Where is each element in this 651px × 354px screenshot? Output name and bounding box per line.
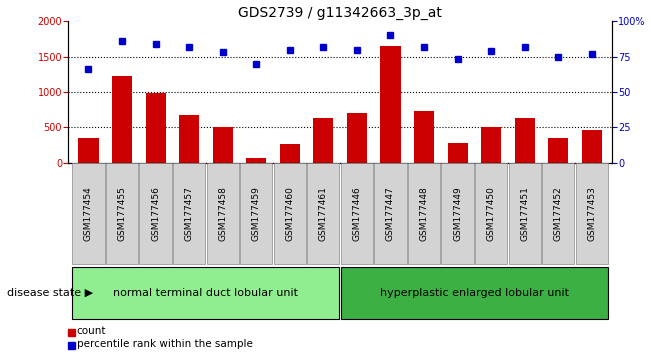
Bar [112,76,132,163]
Bar [146,93,165,163]
Text: hyperplastic enlarged lobular unit: hyperplastic enlarged lobular unit [380,288,569,298]
Bar [582,130,602,163]
Bar [246,158,266,163]
Bar [380,46,400,163]
Text: GSM177448: GSM177448 [419,186,428,241]
Text: GSM177451: GSM177451 [520,186,529,241]
Text: count: count [77,326,106,336]
Bar [414,111,434,163]
Bar [179,115,199,163]
Text: disease state ▶: disease state ▶ [7,288,92,298]
Text: GSM177449: GSM177449 [453,186,462,241]
Text: GSM177456: GSM177456 [151,186,160,241]
Text: GSM177450: GSM177450 [487,186,495,241]
Bar [347,113,367,163]
Text: GSM177457: GSM177457 [185,186,193,241]
Bar [447,143,467,163]
Bar [313,118,333,163]
Bar [78,138,98,163]
Bar [481,127,501,163]
Text: GSM177447: GSM177447 [386,186,395,241]
Bar [213,127,233,163]
Bar [548,138,568,163]
Bar [515,118,534,163]
Text: GSM177459: GSM177459 [252,186,261,241]
Text: GSM177446: GSM177446 [352,186,361,241]
Text: GSM177455: GSM177455 [118,186,126,241]
Text: GSM177460: GSM177460 [285,186,294,241]
Text: normal terminal duct lobular unit: normal terminal duct lobular unit [113,288,298,298]
Text: GSM177452: GSM177452 [554,186,562,241]
Text: GSM177461: GSM177461 [319,186,328,241]
Title: GDS2739 / g11342663_3p_at: GDS2739 / g11342663_3p_at [238,6,442,20]
Text: GSM177454: GSM177454 [84,186,93,241]
Text: GSM177458: GSM177458 [218,186,227,241]
Text: percentile rank within the sample: percentile rank within the sample [77,339,253,349]
Bar [280,144,300,163]
Text: GSM177453: GSM177453 [587,186,596,241]
